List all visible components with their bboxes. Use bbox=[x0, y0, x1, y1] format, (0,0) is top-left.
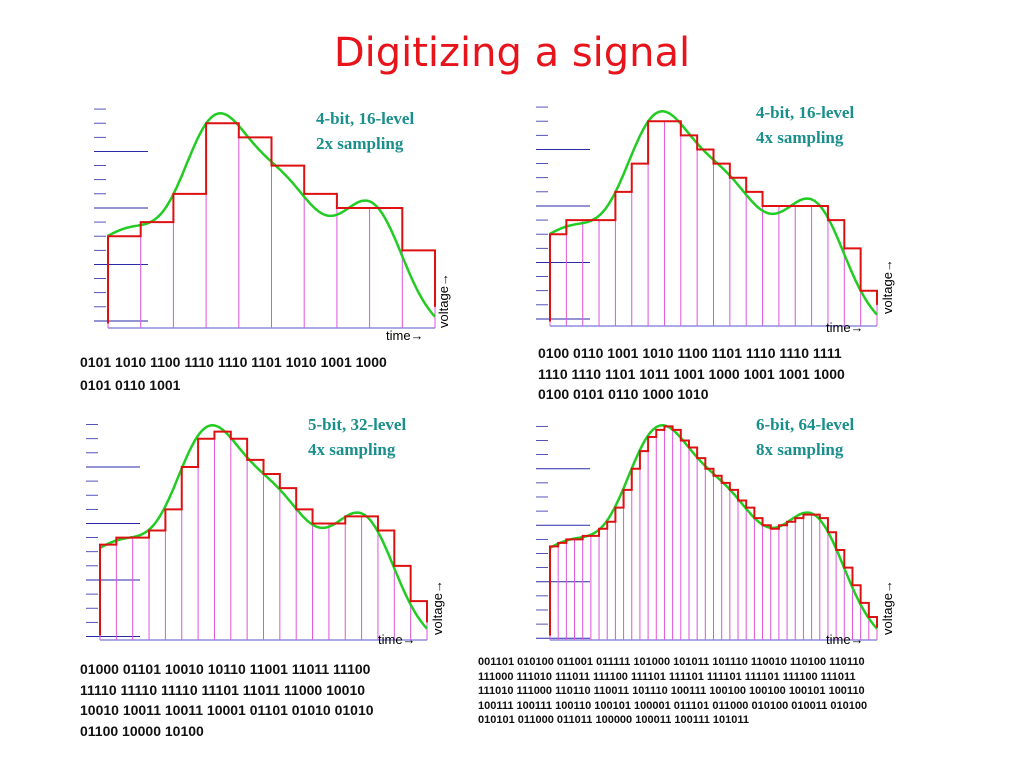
quantized-steps bbox=[99, 430, 428, 636]
panel-5bit-4x-bits-label: 5-bit, 32-level bbox=[308, 415, 407, 434]
panel-5bit-4x: 5-bit, 32-level 4x sampling time→ voltag… bbox=[80, 410, 445, 650]
panel-4bit-4x-codes: 0100 0110 1001 1010 1100 1101 1110 1110 … bbox=[538, 343, 845, 405]
code-line: 0100 0110 1001 1010 1100 1101 1110 1110 … bbox=[538, 345, 842, 361]
panel-5bit-4x-voltage-label: voltage→ bbox=[430, 580, 445, 635]
panel-4bit-2x-bits-label: 4-bit, 16-level bbox=[316, 109, 415, 128]
panel-6bit-8x-sampling-label: 8x sampling bbox=[756, 440, 844, 459]
panel-4bit-4x-sampling-label: 4x sampling bbox=[756, 128, 844, 147]
panel-4bit-2x: 4-bit, 16-level 2x sampling time→ voltag… bbox=[88, 98, 451, 343]
panel-6bit-8x-voltage-label: voltage→ bbox=[880, 580, 895, 635]
panel-6bit-8x-plot bbox=[536, 424, 878, 641]
panel-4bit-2x-codes: 0101 1010 1100 1110 1110 1101 1010 1001 … bbox=[80, 351, 387, 397]
code-line: 11110 11110 11110 11101 11011 11000 1001… bbox=[80, 681, 366, 698]
code-line: 1110 1110 1101 1011 1001 1000 1001 1001 … bbox=[538, 365, 845, 382]
panel-5bit-4x-plot bbox=[86, 424, 428, 641]
panel-6bit-8x-time-label: time→ bbox=[826, 632, 864, 647]
code-line: 100111 100111 100110 100101 100001 01110… bbox=[478, 699, 868, 712]
panel-4bit-4x-bits-label: 4-bit, 16-level bbox=[756, 103, 855, 122]
panel-6bit-8x: 6-bit, 64-level 8x sampling time→ voltag… bbox=[530, 410, 895, 650]
code-line: 10010 10011 10011 10001 01101 01010 0101… bbox=[80, 702, 374, 719]
code-line: 010101 011000 011011 100000 100011 10011… bbox=[478, 714, 750, 727]
panel-4bit-2x-sampling-label: 2x sampling bbox=[316, 134, 404, 153]
panel-5bit-4x-sampling-label: 4x sampling bbox=[308, 440, 396, 459]
code-line: 111000 111010 111011 111100 111101 11110… bbox=[478, 670, 856, 683]
code-line: 111010 111000 110110 110011 101110 10011… bbox=[478, 685, 865, 698]
panel-5bit-4x-time-label: time→ bbox=[378, 632, 416, 647]
code-line: 0101 0110 1001 bbox=[80, 377, 181, 393]
code-line: 001101 010100 011001 011111 101000 10101… bbox=[478, 656, 865, 668]
code-line: 0101 1010 1100 1110 1110 1101 1010 1001 … bbox=[80, 354, 387, 370]
panel-4bit-4x-plot bbox=[536, 106, 878, 327]
panel-4bit-4x: 4-bit, 16-level 4x sampling time→ voltag… bbox=[530, 96, 895, 336]
quantized-steps bbox=[549, 425, 878, 636]
panel-4bit-4x-voltage-label: voltage→ bbox=[880, 259, 895, 314]
panel-6bit-8x-bits-label: 6-bit, 64-level bbox=[756, 415, 855, 434]
panel-5bit-4x-codes: 01000 01101 10010 10110 11001 11011 1110… bbox=[80, 659, 374, 742]
quantized-steps bbox=[107, 122, 436, 324]
code-line: 01100 10000 10100 bbox=[80, 723, 204, 740]
panel-4bit-2x-plot bbox=[94, 108, 436, 329]
slide-title: Digitizing a signal bbox=[333, 30, 691, 76]
panel-4bit-2x-time-label: time→ bbox=[386, 328, 424, 343]
code-line: 01000 01101 10010 10110 11001 11011 1110… bbox=[80, 661, 371, 677]
quantized-steps bbox=[549, 120, 878, 322]
code-line: 0100 0101 0110 1000 1010 bbox=[538, 386, 709, 402]
panel-4bit-2x-voltage-label: voltage→ bbox=[436, 273, 451, 328]
panel-4bit-4x-time-label: time→ bbox=[826, 320, 864, 335]
panel-6bit-8x-codes: 001101 010100 011001 011111 101000 10101… bbox=[478, 655, 867, 728]
